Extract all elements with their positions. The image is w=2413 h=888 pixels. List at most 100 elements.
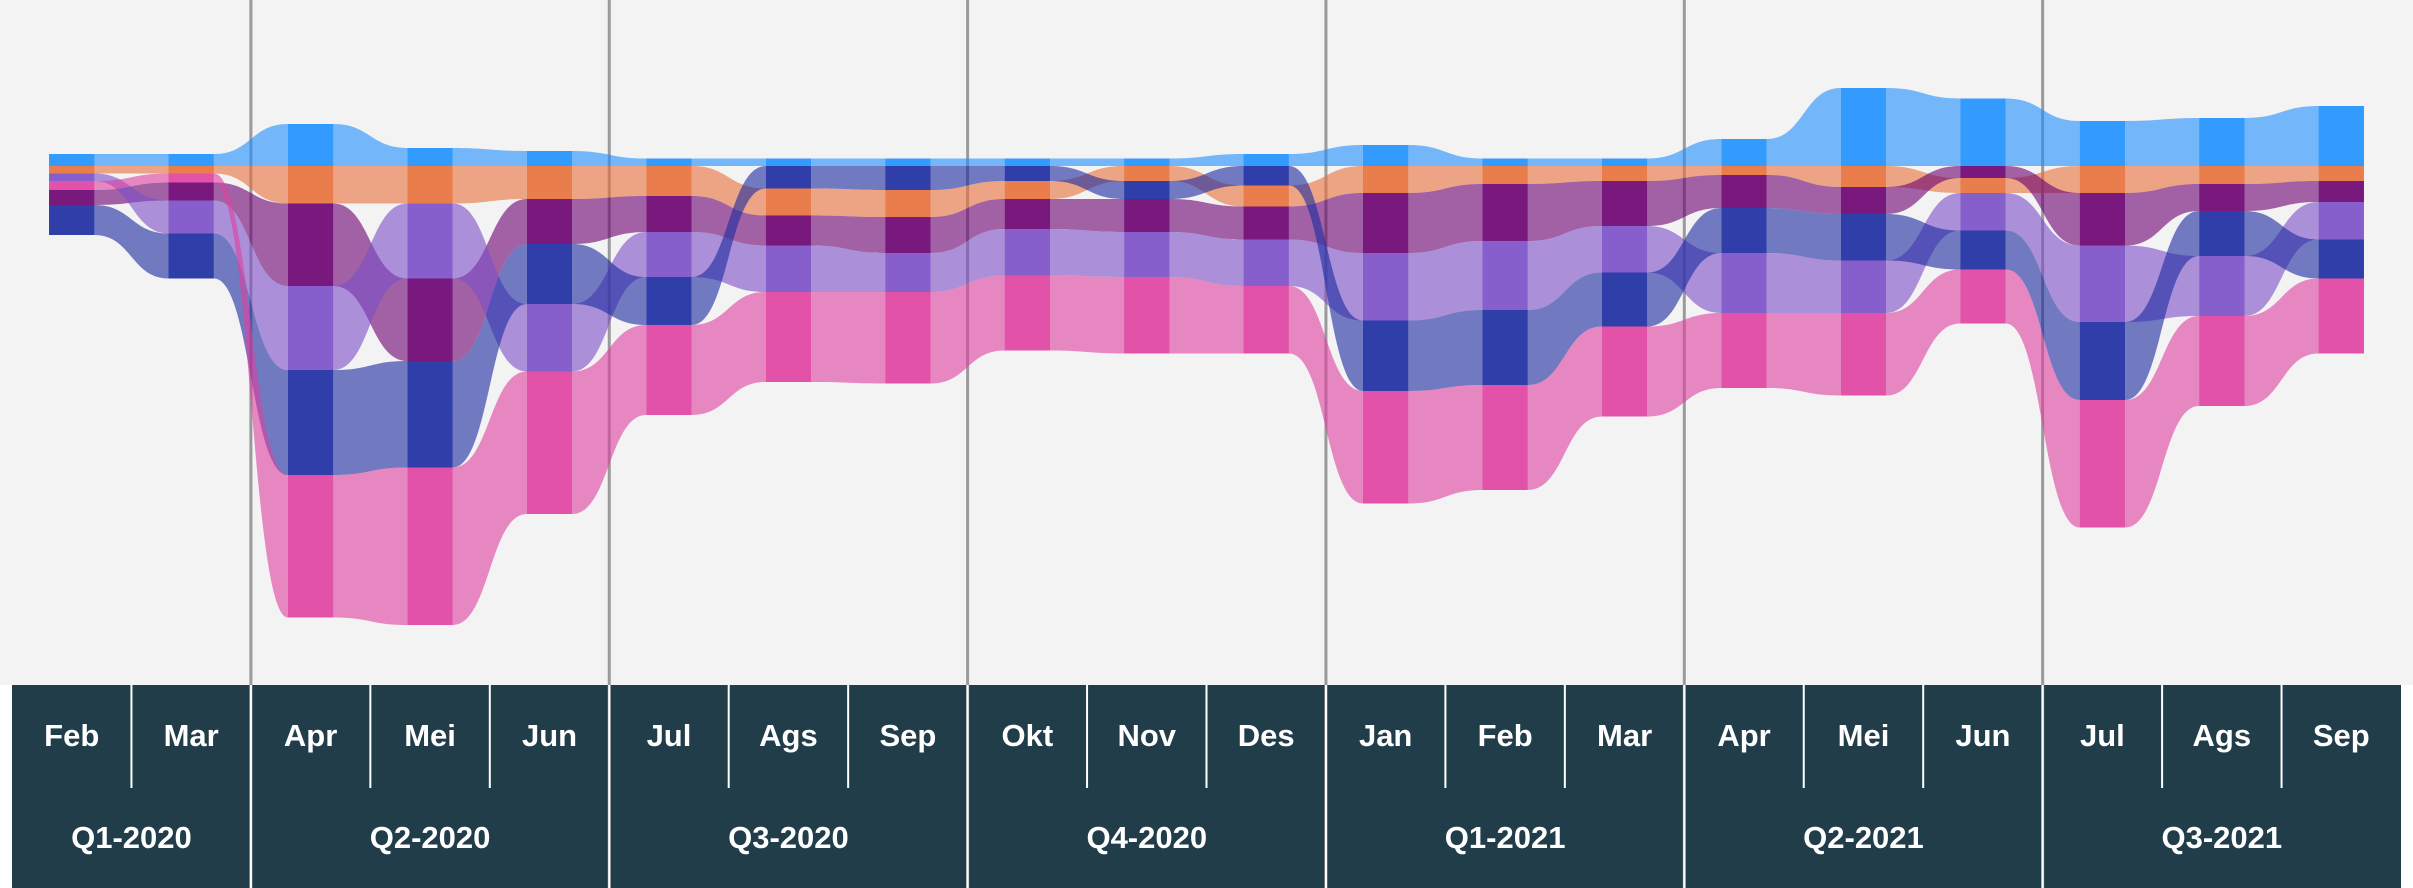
month-label: Sep [2313, 718, 2370, 753]
quarter-label: Q1-2020 [71, 820, 192, 855]
ribbon-column [2318, 106, 2364, 166]
ribbon-column [765, 188, 812, 216]
ribbon-column [1960, 230, 2006, 270]
ribbon-column [1960, 166, 2006, 178]
ribbon-column [885, 253, 931, 292]
ribbon [1647, 175, 1722, 226]
ribbon-column [1362, 145, 1409, 166]
ribbon-column [1721, 175, 1767, 208]
ribbon-column [646, 196, 692, 232]
month-label: Ags [759, 718, 818, 753]
ribbon [452, 371, 527, 625]
ribbon-column [1960, 178, 2006, 193]
ribbon-column [1601, 158, 1648, 166]
ribbon-column [885, 166, 931, 190]
ribbon [213, 166, 288, 204]
ribbon-column [646, 166, 692, 196]
ribbon [1886, 166, 1961, 214]
ribbon-column [2079, 121, 2126, 166]
ribbon-column [2199, 211, 2245, 256]
ribbon-column [407, 166, 453, 204]
ribbon-column [1362, 391, 1409, 504]
ribbon-column [1124, 199, 1170, 232]
ribbon-column [1004, 158, 1051, 166]
ribbon-column [1840, 313, 1887, 396]
ribbon-column [2199, 118, 2245, 166]
ribbon [691, 196, 766, 246]
ribbon-column [2079, 400, 2126, 528]
ribbon [452, 166, 527, 204]
ribbon-column [885, 190, 931, 217]
ribbon [1766, 88, 1841, 166]
ribbon-column [1482, 166, 1528, 184]
ribbon-column [407, 148, 453, 166]
ribbon [2244, 181, 2319, 211]
quarter-label: Q1-2021 [1445, 820, 1566, 855]
ribbon-column [1004, 229, 1051, 276]
ribbon-column [646, 325, 692, 415]
ribbon-column [1840, 260, 1887, 313]
ribbon-column [765, 215, 812, 246]
month-label: Jun [1955, 718, 2010, 753]
month-label: Apr [284, 718, 337, 753]
month-label: Des [1238, 718, 1295, 753]
ribbon-column [1124, 232, 1170, 277]
month-label: Jul [2080, 718, 2125, 753]
ribbon [1050, 275, 1125, 354]
ribbon [94, 154, 169, 166]
ribbon-column [287, 124, 334, 166]
ribbon [1527, 272, 1602, 385]
ribbon-column [168, 166, 214, 174]
month-label: Sep [879, 718, 936, 753]
ribbon-column [1601, 272, 1648, 327]
ribbon [452, 244, 527, 468]
ribbon-column [765, 158, 812, 166]
ribbon-column [526, 166, 573, 199]
ribbon [333, 203, 408, 370]
ribbon [1050, 199, 1125, 232]
ribbon [811, 188, 886, 217]
ribbon-column [407, 361, 453, 468]
ribbon-column [885, 158, 931, 166]
ribbon [1408, 385, 1483, 504]
ribbon [1408, 310, 1483, 391]
ribbon [94, 166, 169, 174]
ribbon [2005, 269, 2080, 528]
ribbon-column [49, 166, 95, 174]
ribbon-column [1960, 193, 2006, 231]
ribbon [213, 124, 288, 166]
ribbon [811, 158, 886, 166]
ribbon-column [168, 173, 214, 183]
ribbon-column [1243, 206, 1289, 240]
ribbon [811, 245, 886, 292]
ribbon-column [526, 304, 573, 372]
ribbon [572, 166, 647, 199]
ribbon [452, 203, 527, 372]
ribbon [1169, 166, 1244, 199]
ribbon-column [646, 232, 692, 277]
ribbon-column [1362, 193, 1409, 253]
ribbon [333, 124, 408, 166]
month-label: Nov [1117, 718, 1176, 753]
ribbon [572, 196, 647, 244]
ribbon [1766, 208, 1841, 261]
ribbon-column [1482, 310, 1528, 385]
ribbon-column [407, 278, 453, 361]
ribbon [1766, 166, 1841, 187]
ribbon [2125, 211, 2200, 400]
ribbon-column [526, 199, 573, 244]
ribbon [2244, 278, 2319, 406]
ribbon-column [2079, 322, 2126, 400]
ribbon [930, 158, 1005, 166]
ribbon-column [1601, 326, 1648, 417]
month-label: Mei [404, 718, 456, 753]
ribbon [333, 361, 408, 475]
ribbon-column [1482, 184, 1528, 241]
ribbon [2005, 166, 2080, 246]
ribbon [572, 325, 647, 514]
ribbon [2125, 166, 2200, 193]
ribbon [1647, 313, 1722, 417]
ribbon [1169, 277, 1244, 354]
ribbon-column [526, 371, 573, 514]
ribbon-column [1482, 158, 1528, 166]
